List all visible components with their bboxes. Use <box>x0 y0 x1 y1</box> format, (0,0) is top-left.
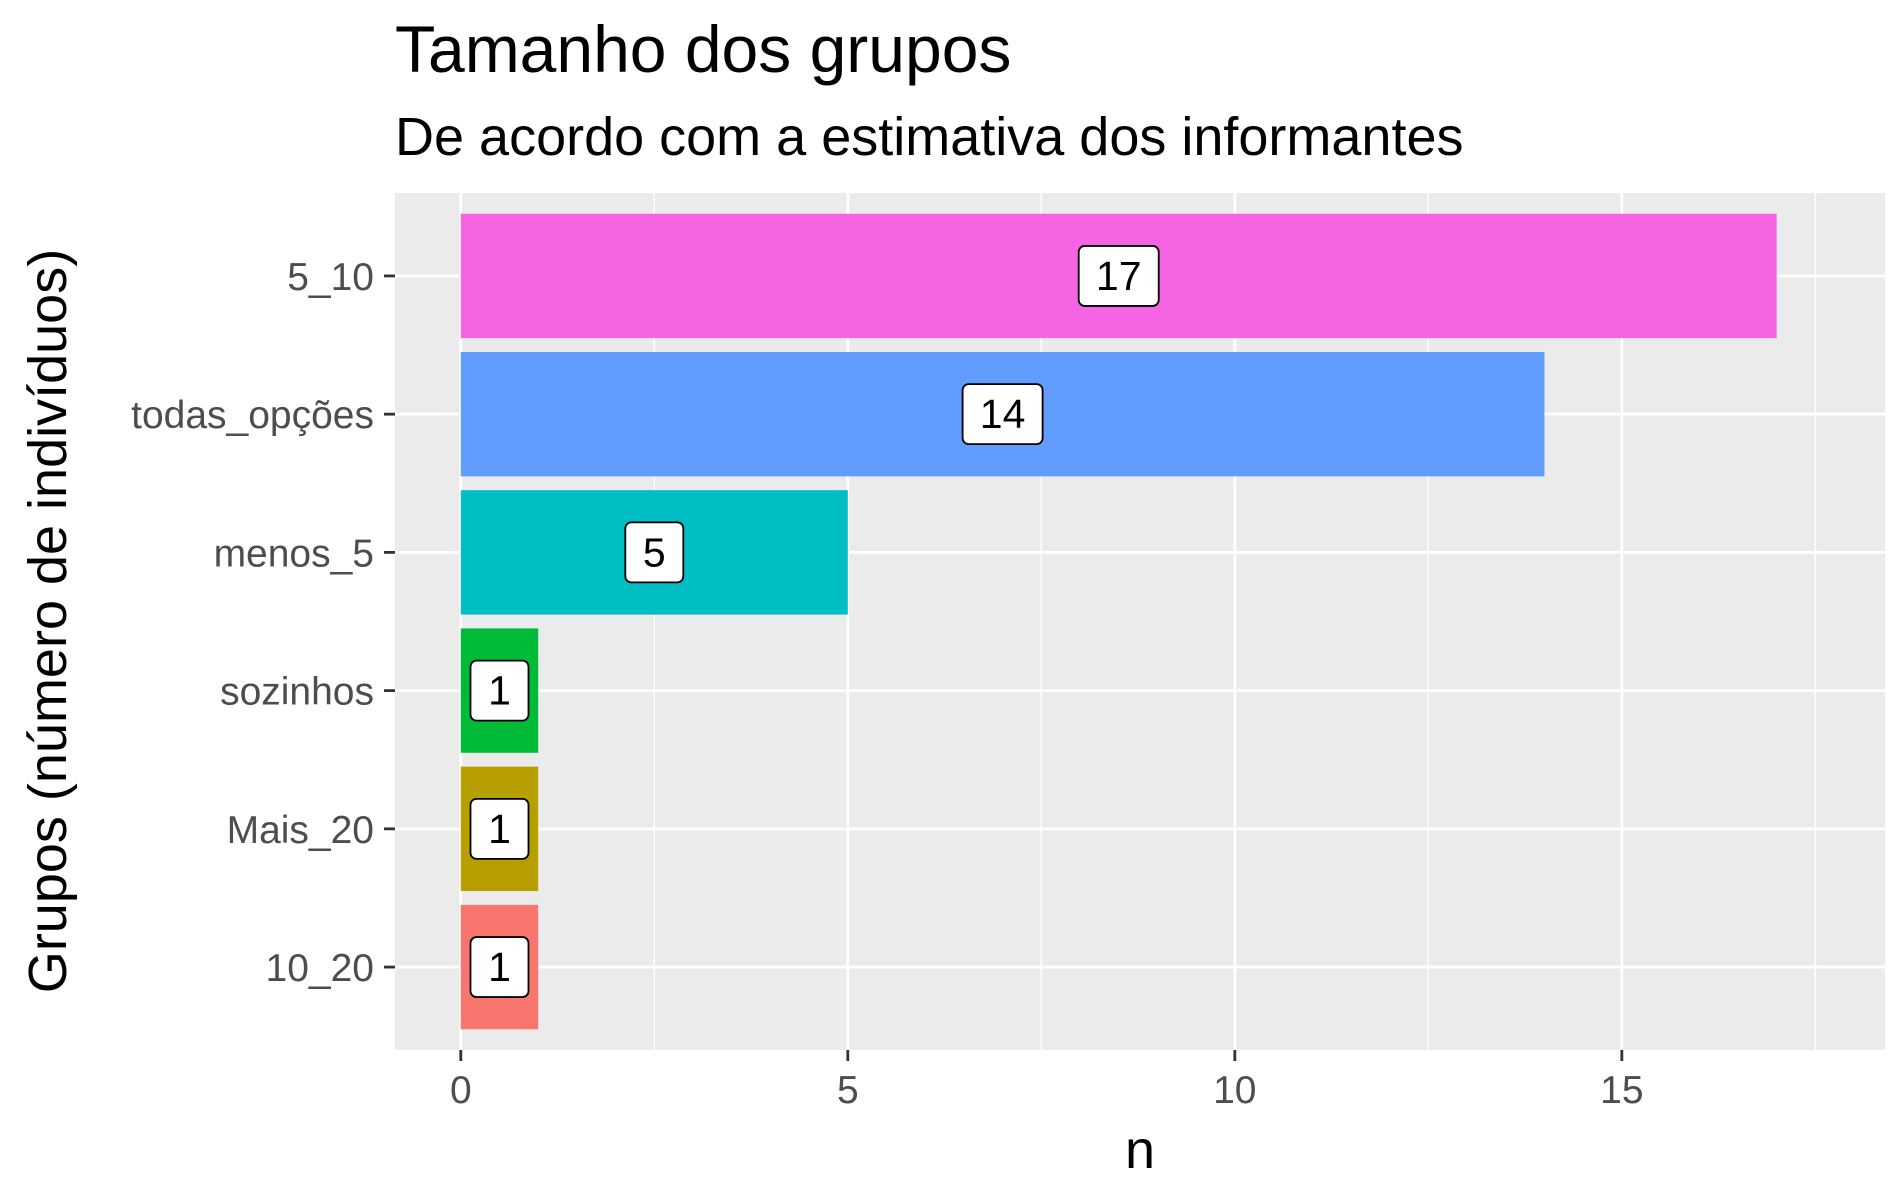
x-tick-label: 15 <box>1600 1069 1643 1112</box>
y-tick-label: menos_5 <box>214 532 374 575</box>
y-tick-label: Mais_20 <box>227 809 374 852</box>
chart-title: Tamanho dos grupos <box>395 12 1011 86</box>
data-label-box <box>1077 245 1160 307</box>
x-tick-label: 0 <box>450 1069 472 1112</box>
y-tick-label: sozinhos <box>220 671 374 714</box>
data-label-box <box>469 936 530 998</box>
x-tick-label: 5 <box>837 1069 859 1112</box>
data-label: 5 <box>643 529 666 575</box>
data-label-box <box>961 383 1044 446</box>
data-label-box <box>624 521 685 584</box>
data-label: 1 <box>488 944 511 990</box>
data-label-box <box>469 797 530 860</box>
chart-subtitle: De acordo com a estimativa dos informant… <box>395 107 1463 167</box>
data-label: 17 <box>1096 253 1142 299</box>
data-label: 1 <box>488 668 511 714</box>
y-tick-label: todas_opções <box>131 394 374 437</box>
x-tick-label: 10 <box>1213 1069 1256 1112</box>
data-label: 1 <box>488 806 511 852</box>
data-labels: 1 1 1 5 14 17 <box>469 245 1160 998</box>
data-label-box <box>469 659 530 722</box>
y-axis-title: Grupos (número de indivíduos) <box>18 249 78 993</box>
x-axis: 0 5 10 15 <box>450 1050 1644 1112</box>
x-axis-title: n <box>1125 1120 1155 1180</box>
y-axis: 10_20 Mais_20 sozinhos menos_5 todas_opções 5… <box>131 256 395 990</box>
y-tick-label: 10_20 <box>266 947 374 990</box>
y-tick-label: 5_10 <box>287 256 374 299</box>
data-label: 14 <box>980 391 1026 437</box>
